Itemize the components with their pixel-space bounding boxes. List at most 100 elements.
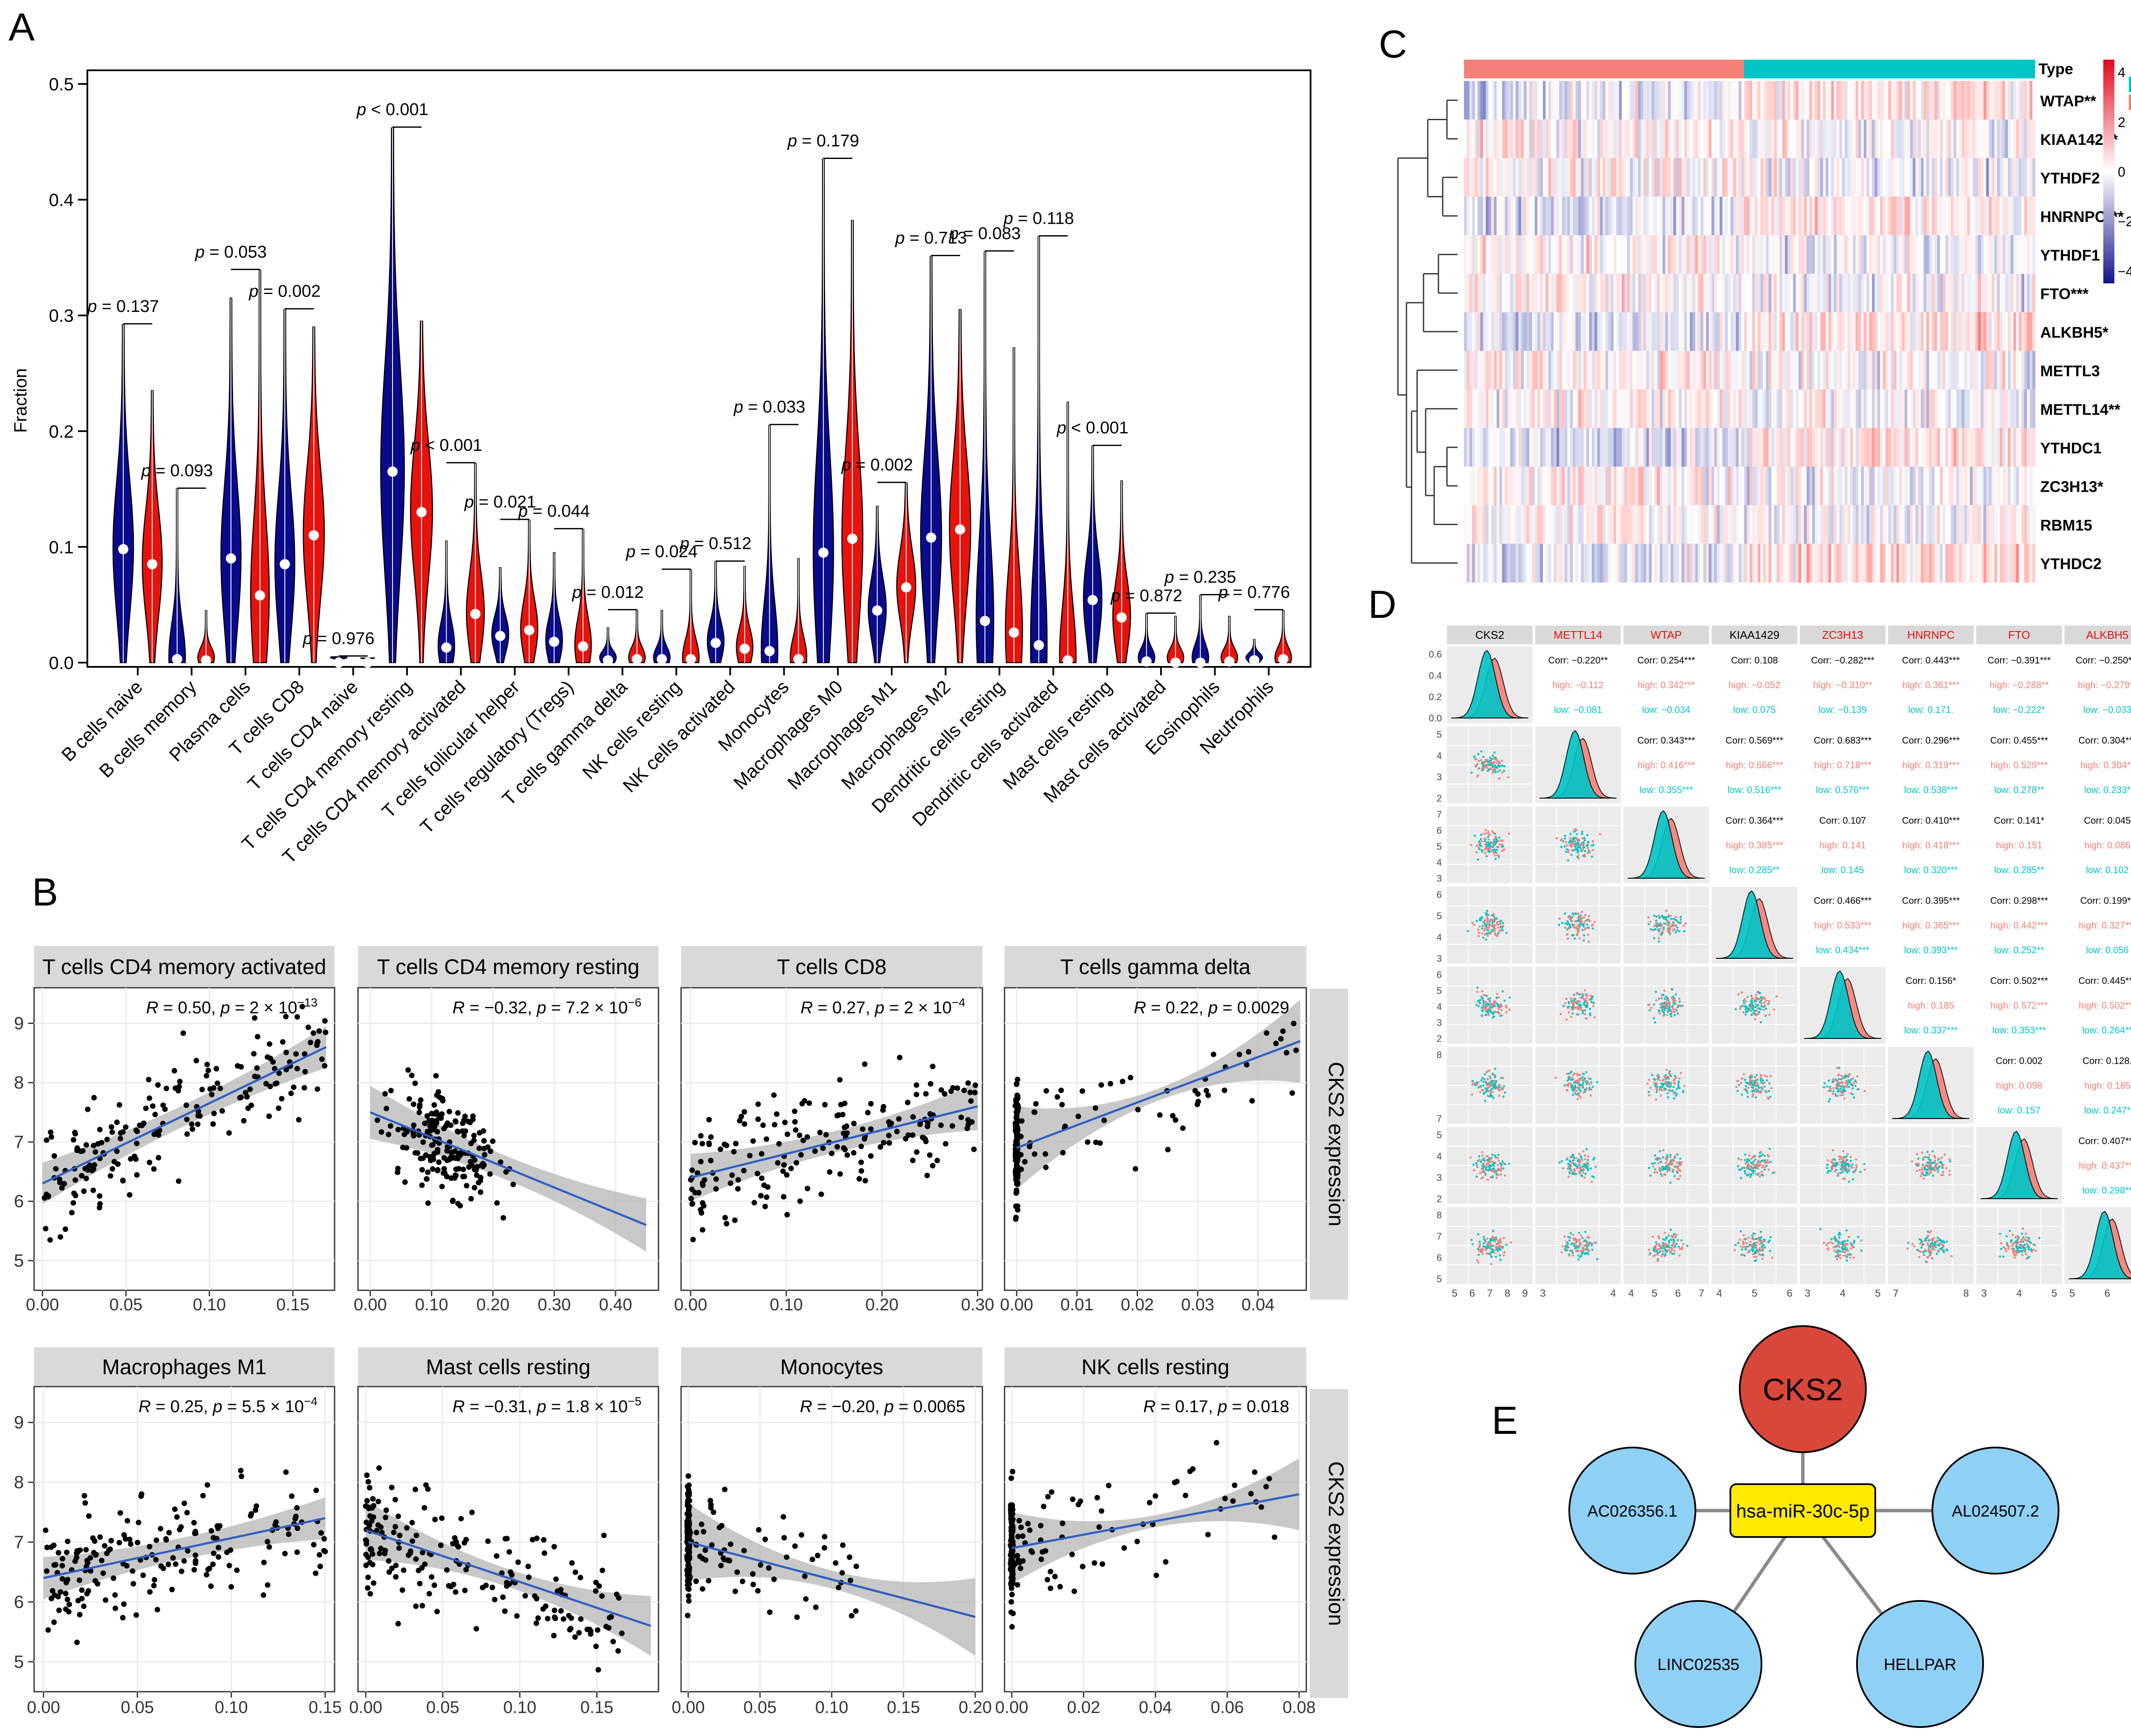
heatmap-cell <box>1874 274 1878 313</box>
heatmap-cell <box>1910 196 1913 236</box>
scatter-point <box>504 1583 510 1589</box>
heatmap-cell <box>1524 428 1527 467</box>
heatmap-cell <box>1730 428 1734 467</box>
heatmap-cell <box>1801 351 1805 390</box>
heatmap-cell <box>2010 312 2014 352</box>
heatmap-cell <box>1624 428 1628 467</box>
heatmap-cell <box>1967 235 1970 274</box>
corr-point <box>1488 764 1491 767</box>
scatter-y-tick-label: 7 <box>14 1532 24 1552</box>
scatter-point <box>179 1568 185 1574</box>
heatmap-cell <box>1627 389 1630 429</box>
scatter-x-tick-label: 0.06 <box>1211 1698 1244 1717</box>
heatmap-cell <box>1877 119 1880 159</box>
heatmap-cell <box>1815 389 1818 429</box>
heatmap-row-label-6: ALKBH5* <box>2040 323 2108 341</box>
corr-text-cell <box>1712 727 1797 803</box>
scatter-point <box>70 1200 76 1206</box>
heatmap-cell <box>1899 274 1902 313</box>
heatmap-cell <box>2027 81 2030 120</box>
heatmap-cell <box>1548 119 1551 159</box>
heatmap-cell <box>1834 544 1837 583</box>
heatmap-cell <box>1727 505 1731 544</box>
heatmap-cell <box>1760 544 1764 583</box>
heatmap-cell <box>1855 428 1859 467</box>
heatmap-cell <box>1496 428 1500 467</box>
scatter-point <box>485 1538 491 1544</box>
scatter-point <box>794 1160 800 1166</box>
scatter-point <box>104 1136 110 1142</box>
heatmap-cell <box>1480 428 1484 467</box>
heatmap-cell <box>1475 235 1478 274</box>
heatmap-cell <box>1491 119 1494 159</box>
scatter-point <box>595 1627 601 1633</box>
heatmap-cell <box>1736 544 1739 583</box>
heatmap-cell <box>1736 81 1739 120</box>
heatmap-cell <box>1529 196 1533 236</box>
heatmap-cell <box>1725 119 1728 159</box>
heatmap-cell <box>1652 428 1655 467</box>
corr-point <box>1484 761 1486 763</box>
scatter-point <box>1014 1187 1019 1193</box>
heatmap-cell <box>1575 119 1579 159</box>
heatmap-cell <box>1630 274 1633 313</box>
heatmap-cell <box>1736 274 1739 313</box>
heatmap-cell <box>1603 544 1606 583</box>
heatmap-cell <box>1825 235 1829 274</box>
scatter-point <box>181 1500 187 1506</box>
heatmap-cell <box>1545 467 1549 506</box>
scatter-point <box>468 1159 474 1165</box>
heatmap-cell <box>1689 312 1693 352</box>
heatmap-cell <box>1581 312 1584 352</box>
heatmap-cell <box>1649 505 1652 544</box>
heatmap-cell <box>1640 389 1644 429</box>
scatter-point <box>59 1185 65 1191</box>
heatmap-cell <box>1972 235 1976 274</box>
corr-coefficient-text: Corr: 0.443*** <box>1902 655 1960 666</box>
heatmap-cell <box>1676 389 1679 429</box>
heatmap-cell <box>1940 196 1943 236</box>
heatmap-cell <box>1657 505 1660 544</box>
heatmap-cell <box>1504 505 1508 544</box>
heatmap-cell <box>1807 119 1810 159</box>
scatter-point <box>488 1148 494 1154</box>
heatmap-cell <box>1736 119 1739 159</box>
heatmap-cell <box>1635 351 1638 390</box>
scatter-point <box>706 1578 712 1584</box>
scatter-point <box>702 1177 707 1183</box>
heatmap-cell <box>1521 544 1524 583</box>
heatmap-cell <box>1622 428 1625 467</box>
heatmap-cell <box>1951 158 1954 197</box>
scatter-point <box>120 1561 126 1567</box>
violin-high-2-median-dot <box>254 590 265 601</box>
heatmap-cell <box>1953 351 1957 390</box>
scatter-point <box>193 1558 199 1564</box>
scatter-point <box>153 1557 159 1563</box>
heatmap-cell <box>1591 351 1595 390</box>
heatmap-cell <box>1839 196 1842 236</box>
heatmap-cell <box>1597 274 1600 313</box>
heatmap-cell <box>1812 158 1815 197</box>
heatmap-cell <box>1640 467 1644 506</box>
heatmap-cell <box>1670 467 1674 506</box>
scatter-point <box>171 1068 177 1074</box>
heatmap-cell <box>1662 196 1666 236</box>
heatmap-cell <box>1763 196 1766 236</box>
scatter-point <box>503 1169 509 1175</box>
heatmap-cell <box>1972 428 1976 467</box>
scatter-point <box>401 1567 407 1573</box>
violin-low-5-median-dot <box>387 466 398 477</box>
heatmap-cell <box>1945 428 1949 467</box>
scatter-point <box>282 1551 288 1557</box>
corr-y-tick-label: 3 <box>1437 772 1442 782</box>
heatmap-cell <box>1565 81 1568 120</box>
heatmap-cell <box>1921 274 1924 313</box>
heatmap-cell <box>1594 312 1598 352</box>
scatter-point <box>708 1134 714 1140</box>
heatmap-cell <box>1741 235 1744 274</box>
scatter-point <box>765 1184 771 1190</box>
heatmap-cell <box>1589 81 1592 120</box>
scatter-point <box>189 1121 195 1127</box>
heatmap-cell <box>1815 158 1818 197</box>
heatmap-cell <box>1567 235 1571 274</box>
